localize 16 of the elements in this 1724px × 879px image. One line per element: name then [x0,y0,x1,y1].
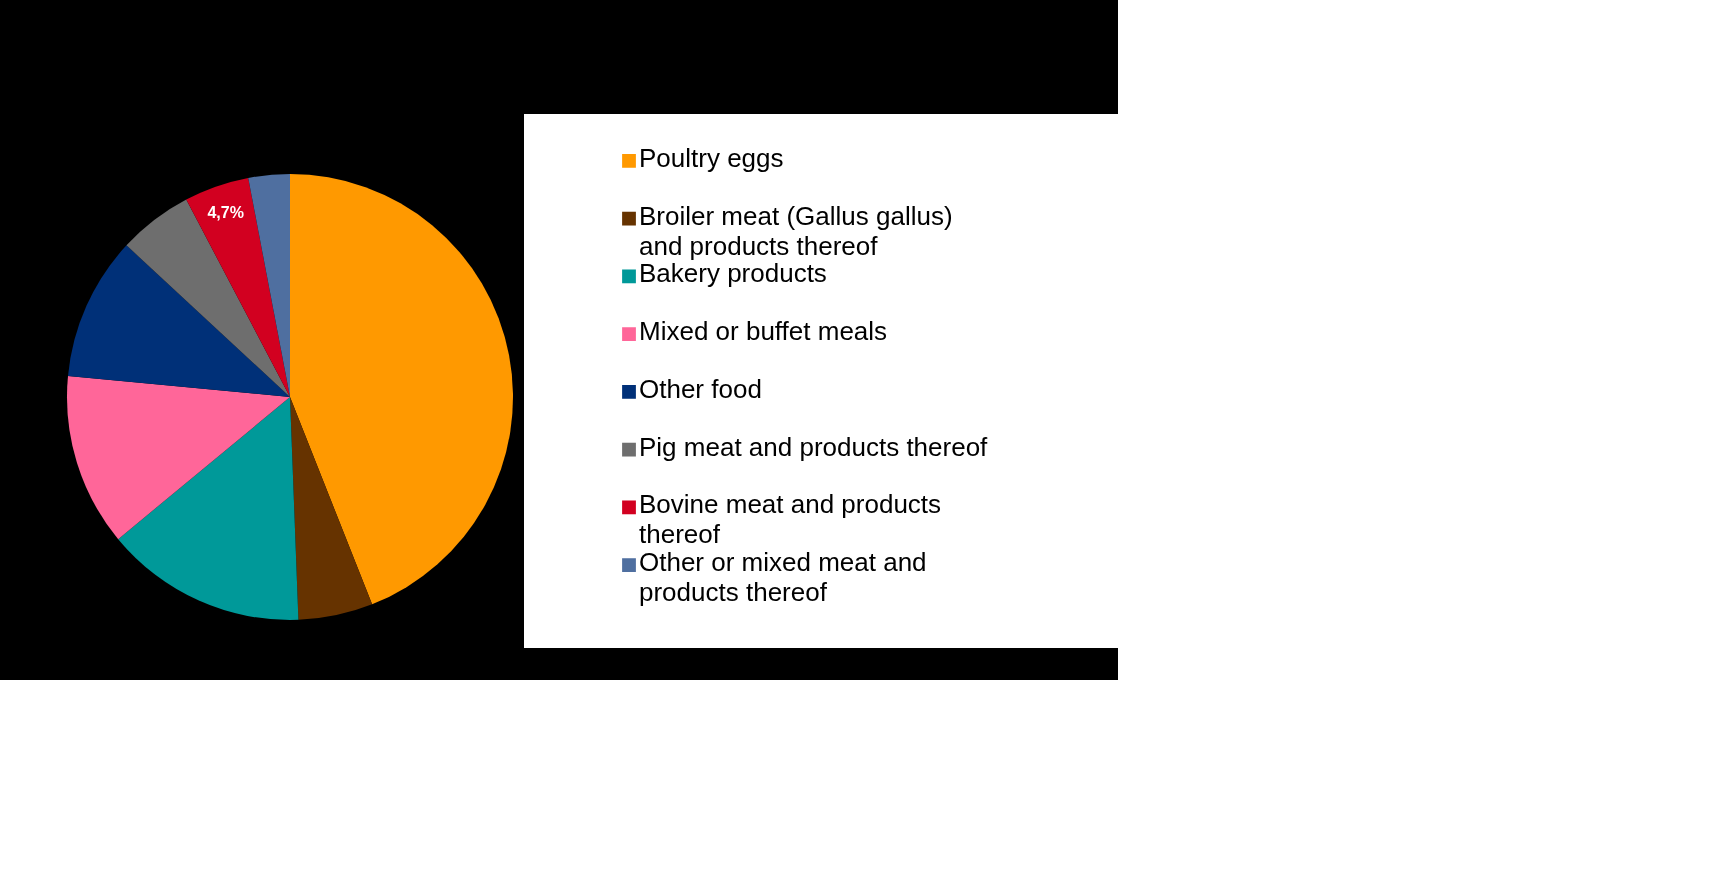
pie-slice [290,397,373,620]
pie-slice [118,397,299,620]
legend-label: Other food [639,373,762,404]
pie-slice [67,376,290,540]
pie-slice [126,199,290,397]
pie-slice [290,174,513,605]
legend-label: Pig meat and products thereof [639,431,989,462]
legend-label: Mixed or buffet meals [639,316,888,347]
legend-label: Poultry eggs [639,142,784,173]
legend-label: Other or mixed meat and products thereof [639,547,927,608]
pie-slice [67,245,290,397]
legend-label: Broiler meat (Gallus gallus) and products thereof [639,200,953,261]
data-label: 4,7% [207,203,244,221]
legend-label: Bovine meat and products thereof [639,489,942,550]
pie-slice [186,177,290,397]
pie-slice [248,174,290,397]
